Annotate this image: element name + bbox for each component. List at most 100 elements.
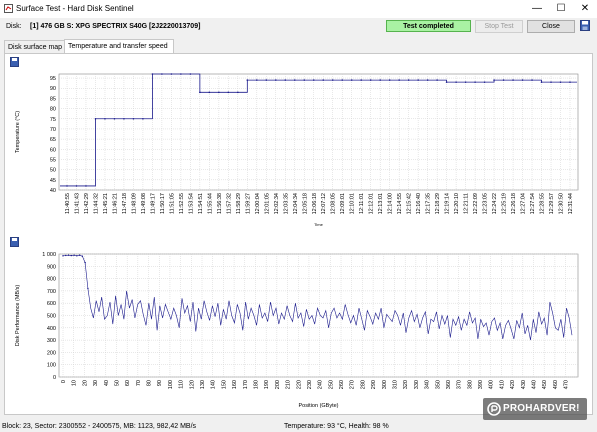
chart2-xtick-label: 20 bbox=[82, 380, 88, 386]
chart1-ytick-label: 40 bbox=[50, 188, 56, 194]
chart2-xlabel: Position (GByte) bbox=[298, 403, 338, 409]
chart1-point bbox=[189, 73, 192, 75]
chart2-save-icon-label bbox=[12, 238, 17, 241]
chart2-ytick-label: 200 bbox=[47, 350, 56, 356]
chart1-xtick-label: 11:54:51 bbox=[198, 193, 204, 214]
chart2-xtick-label: 470 bbox=[564, 380, 570, 389]
chart1-xtick-label: 12:12:01 bbox=[369, 193, 375, 214]
chart2-xtick-label: 280 bbox=[360, 380, 366, 389]
chart2-xtick-label: 150 bbox=[221, 380, 227, 389]
chart2-xtick-label: 360 bbox=[446, 380, 452, 389]
chart1-xtick-label: 12:02:34 bbox=[274, 193, 280, 214]
chart1-point bbox=[274, 79, 277, 81]
chart1-point bbox=[237, 91, 239, 94]
minimize-button[interactable]: — bbox=[532, 3, 542, 14]
chart2-xtick-label: 300 bbox=[382, 380, 388, 389]
chart2-ytick-label: 800 bbox=[47, 277, 56, 283]
chart1-point bbox=[123, 117, 125, 120]
chart1-point bbox=[331, 79, 334, 81]
chart1-point bbox=[75, 185, 78, 187]
chart2-ytick-label: 300 bbox=[47, 338, 56, 344]
chart1-xtick-label: 12:19:14 bbox=[445, 193, 451, 214]
chart1-xtick-label: 12:08:05 bbox=[331, 193, 337, 214]
chart1-ytick-label: 90 bbox=[50, 86, 56, 92]
chart1-point bbox=[293, 79, 296, 81]
chart2-ytick-label: 1 000 bbox=[42, 252, 56, 258]
chart1-ytick-label: 50 bbox=[50, 168, 56, 174]
chart2-xtick-label: 420 bbox=[510, 380, 516, 389]
chart2-xtick-label: 290 bbox=[371, 380, 377, 389]
chart1-save-icon-label bbox=[12, 58, 17, 61]
watermark: PROHARDVER! bbox=[483, 398, 587, 420]
chart2-xtick-label: 240 bbox=[318, 380, 324, 389]
chart1-ytick-label: 70 bbox=[50, 127, 56, 133]
chart2-xtick-label: 10 bbox=[72, 380, 78, 386]
chart1-xtick-label: 12:17:35 bbox=[426, 193, 432, 214]
chart2-xtick-label: 90 bbox=[157, 380, 163, 386]
chart1-point bbox=[426, 79, 429, 81]
chart2-save-icon bbox=[10, 237, 19, 247]
chart1-point bbox=[218, 91, 220, 94]
close-button[interactable]: Close bbox=[527, 20, 575, 33]
chart1-plot-area bbox=[58, 73, 579, 191]
chart2-xtick-label: 270 bbox=[350, 380, 356, 389]
chart1-xtick-label: 12:03:35 bbox=[283, 193, 289, 214]
chart2-xtick-label: 40 bbox=[104, 380, 110, 386]
chart1-point bbox=[312, 79, 315, 81]
chart2-ytick-label: 500 bbox=[47, 314, 56, 320]
chart1-point bbox=[132, 117, 135, 120]
chart2-xtick-label: 180 bbox=[253, 380, 259, 389]
chart1-point bbox=[151, 73, 154, 75]
chart2-ytick-label: 400 bbox=[47, 326, 56, 332]
chart2-xtick-label: 440 bbox=[532, 380, 538, 389]
tab-temperature-transfer-speed[interactable]: Temperature and transfer speed bbox=[64, 39, 174, 54]
chart2-ytick-label: 100 bbox=[47, 363, 56, 369]
maximize-button[interactable]: ☐ bbox=[556, 3, 566, 14]
chart2-point bbox=[62, 255, 64, 257]
chart2-xtick-label: 400 bbox=[489, 380, 495, 389]
chart2-xtick-label: 310 bbox=[392, 380, 398, 389]
chart2-xtick-label: 120 bbox=[189, 380, 195, 389]
chart2-xtick-label: 140 bbox=[211, 380, 217, 389]
chart2-ytick-label: 0 bbox=[53, 375, 56, 381]
chart1-xtick-label: 11:58:29 bbox=[236, 193, 242, 214]
chart1-point bbox=[436, 79, 438, 81]
stop-test-button[interactable]: Stop Test bbox=[475, 20, 523, 33]
close-window-button[interactable]: ✕ bbox=[580, 3, 590, 14]
chart2-ylabel: Disk Performance (MB/s) bbox=[15, 285, 21, 347]
chart2-save-icon-body bbox=[10, 237, 19, 247]
chart1-point bbox=[398, 79, 400, 81]
disk-value: [1] 476 GB S: XPG SPECTRIX S40G [2J22200… bbox=[30, 23, 201, 30]
chart1-point bbox=[531, 79, 533, 81]
status-bar: Block: 23, Sector: 2300552 - 2400575, MB… bbox=[0, 420, 597, 432]
chart2-xtick-label: 330 bbox=[414, 380, 420, 389]
chart1-point bbox=[521, 79, 524, 81]
chart1-point bbox=[161, 73, 163, 75]
chart1-save-icon bbox=[10, 57, 19, 67]
chart1-xtick-label: 11:42:29 bbox=[84, 193, 90, 214]
chart1-point bbox=[512, 79, 514, 81]
chart1-xtick-label: 12:13:01 bbox=[378, 193, 384, 214]
chart1-point bbox=[284, 79, 287, 81]
tab-disk-surface-map[interactable]: Disk surface map bbox=[4, 40, 66, 54]
chart1-point bbox=[180, 73, 182, 75]
chart1-xtick-label: 12:29:57 bbox=[549, 193, 555, 214]
chart2-xtick-label: 210 bbox=[286, 380, 292, 389]
chart1-xtick-label: 12:04:34 bbox=[293, 193, 299, 214]
chart1-xtick-label: 12:11:01 bbox=[359, 193, 365, 214]
watermark-logo-icon bbox=[487, 402, 501, 416]
status-indicator: Test completed bbox=[386, 20, 471, 32]
chart1-point bbox=[341, 79, 344, 81]
chart1-point bbox=[455, 81, 457, 83]
save-icon[interactable] bbox=[580, 20, 590, 31]
chart2-xtick-label: 130 bbox=[200, 380, 206, 389]
chart2-xtick-label: 0 bbox=[61, 380, 67, 383]
chart1-point bbox=[85, 185, 87, 187]
chart1-ytick-label: 80 bbox=[50, 107, 56, 113]
chart1-ytick-label: 85 bbox=[50, 96, 56, 102]
chart1-point bbox=[379, 79, 381, 81]
chart2-xtick-label: 460 bbox=[553, 380, 559, 389]
chart1-point bbox=[208, 91, 211, 94]
chart2-xtick-label: 350 bbox=[435, 380, 441, 389]
chart1-point bbox=[369, 79, 372, 81]
